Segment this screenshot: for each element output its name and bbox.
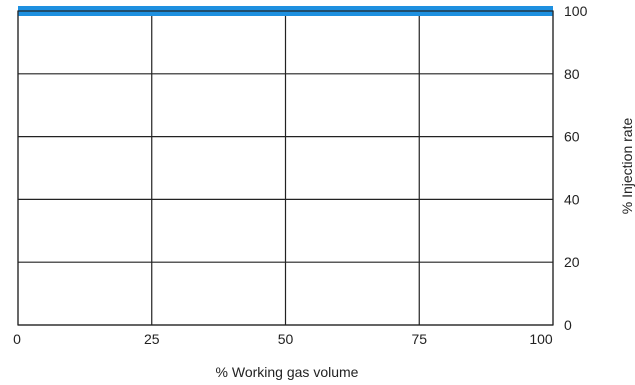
x-tick-label: 100 — [529, 331, 553, 347]
x-tick-label: 0 — [13, 331, 21, 347]
grid — [17, 10, 554, 326]
y-tick-labels: 0 20 40 60 80 100 — [564, 3, 588, 333]
y-axis-label: % Injection rate — [619, 118, 635, 215]
x-tick-label: 75 — [411, 331, 427, 347]
y-tick-label: 80 — [564, 66, 580, 82]
y-tick-label: 40 — [564, 191, 580, 207]
y-tick-label: 100 — [564, 3, 588, 19]
x-tick-labels: 0 25 50 75 100 — [13, 331, 553, 347]
x-tick-label: 50 — [278, 331, 294, 347]
y-tick-label: 60 — [564, 129, 580, 145]
plot-frame — [17, 10, 554, 326]
y-tick-label: 20 — [564, 254, 580, 270]
y-tick-label: 0 — [564, 317, 572, 333]
x-tick-label: 25 — [144, 331, 160, 347]
x-axis-label: % Working gas volume — [216, 364, 359, 380]
